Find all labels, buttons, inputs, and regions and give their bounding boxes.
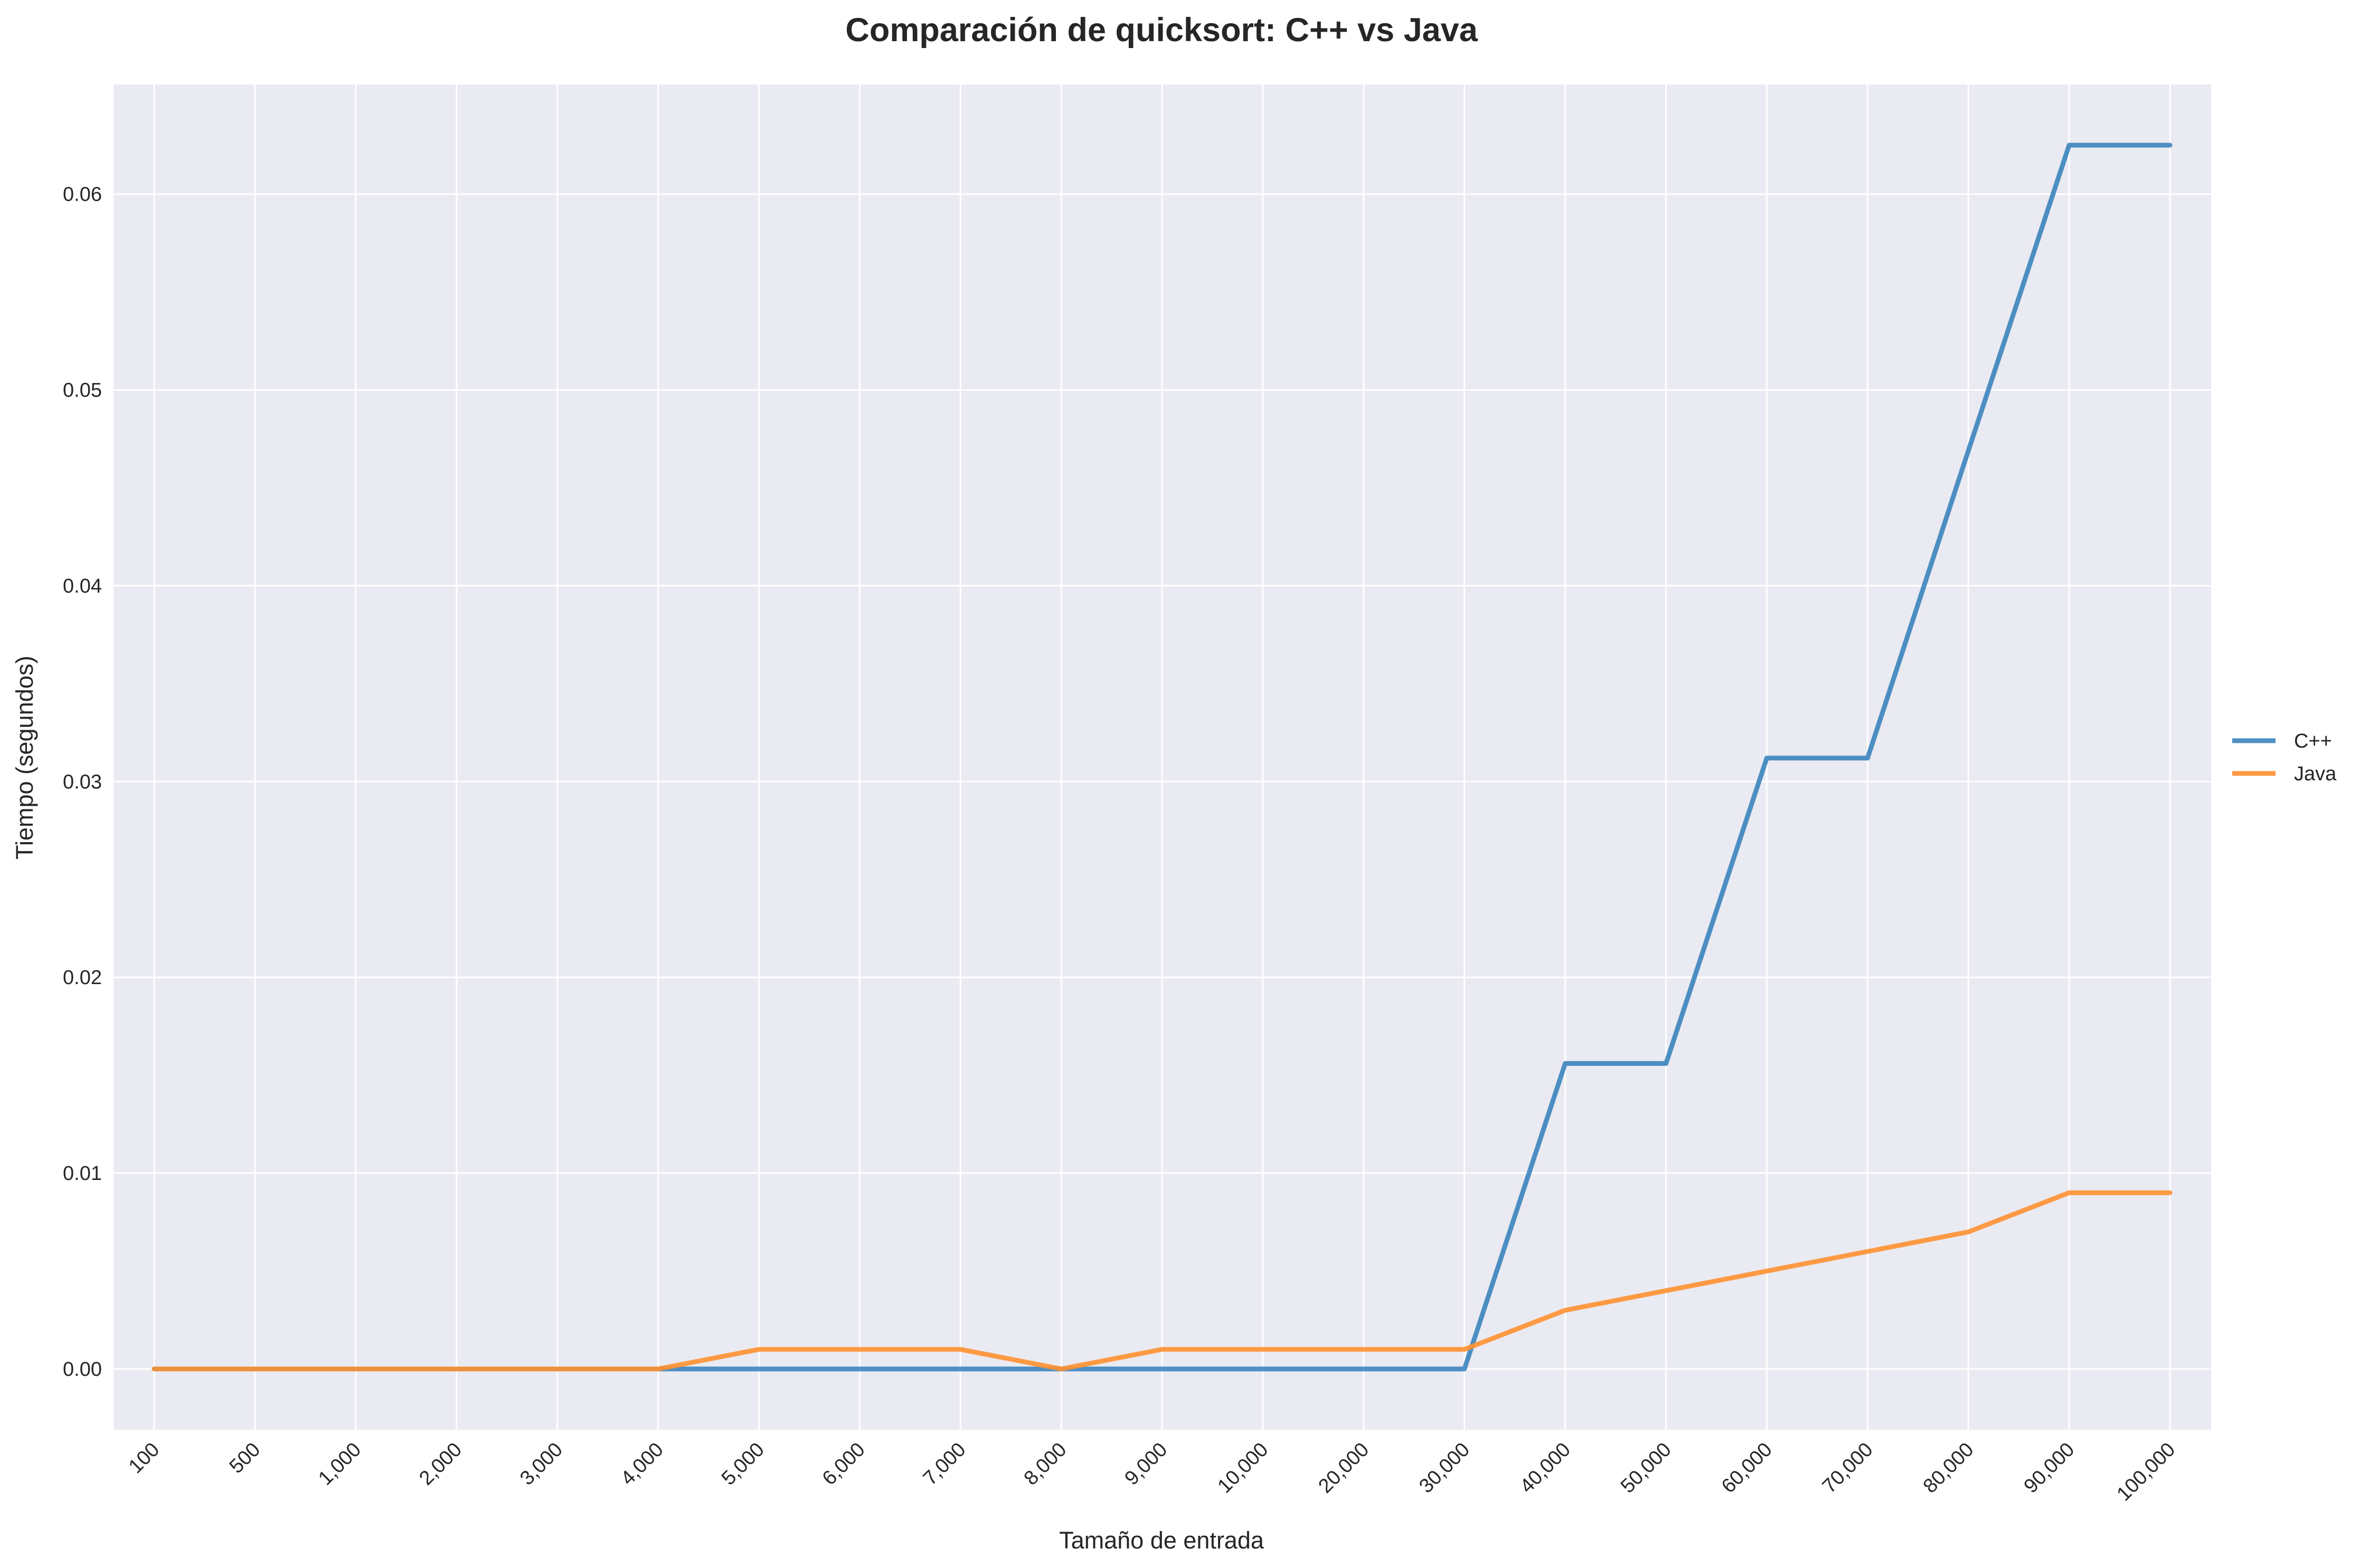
x-tick-label: 50,000	[1617, 1439, 1676, 1498]
x-tick-label: 60,000	[1717, 1439, 1777, 1498]
series-lines	[152, 143, 2173, 1372]
x-tick-label: 4,000	[617, 1439, 668, 1490]
y-tick-label: 0.06	[63, 184, 102, 206]
x-tick-label: 9,000	[1120, 1439, 1172, 1490]
x-tick-label: 6,000	[818, 1439, 870, 1490]
x-tick-label: 100	[125, 1439, 164, 1478]
x-tick-label: 5,000	[718, 1439, 769, 1490]
y-tick-label: 0.05	[63, 380, 102, 402]
y-axis-ticks: 0.00 0.01 0.02 0.03 0.04 0.05 0.06	[63, 184, 102, 1381]
x-tick-label: 2,000	[415, 1439, 466, 1490]
legend-label-0: C++	[2294, 730, 2332, 752]
series-line-1	[152, 1190, 2173, 1372]
y-axis-label: Tiempo (segundos)	[11, 656, 38, 859]
legend: C++ Java	[2232, 730, 2337, 785]
y-tick-label: 0.03	[63, 771, 102, 793]
x-tick-label: 40,000	[1516, 1439, 1575, 1498]
x-tick-label: 10,000	[1213, 1439, 1272, 1498]
x-tick-label: 100,000	[2113, 1439, 2180, 1506]
y-tick-label: 0.00	[63, 1358, 102, 1381]
y-tick-label: 0.04	[63, 575, 102, 597]
x-axis-ticks: 100 500 1,000 2,000 3,000 4,000 5,000 6,000 7,00…	[125, 1439, 2180, 1506]
chart-title: Comparación de quicksort: C++ vs Java	[845, 12, 1478, 49]
y-tick-label: 0.01	[63, 1163, 102, 1185]
x-tick-label: 1,000	[314, 1439, 365, 1490]
x-tick-label: 8,000	[1020, 1439, 1071, 1490]
x-tick-label: 70,000	[1818, 1439, 1877, 1498]
x-axis-label: Tamaño de entrada	[1059, 1527, 1264, 1554]
x-tick-label: 3,000	[516, 1439, 567, 1490]
y-tick-label: 0.02	[63, 967, 102, 989]
legend-label-1: Java	[2294, 763, 2337, 785]
x-tick-label: 90,000	[2020, 1439, 2079, 1498]
x-tick-label: 7,000	[919, 1439, 970, 1490]
x-tick-label: 20,000	[1314, 1439, 1373, 1498]
x-tick-label: 500	[225, 1439, 265, 1478]
x-tick-label: 30,000	[1415, 1439, 1474, 1498]
x-tick-label: 80,000	[1919, 1439, 1978, 1498]
